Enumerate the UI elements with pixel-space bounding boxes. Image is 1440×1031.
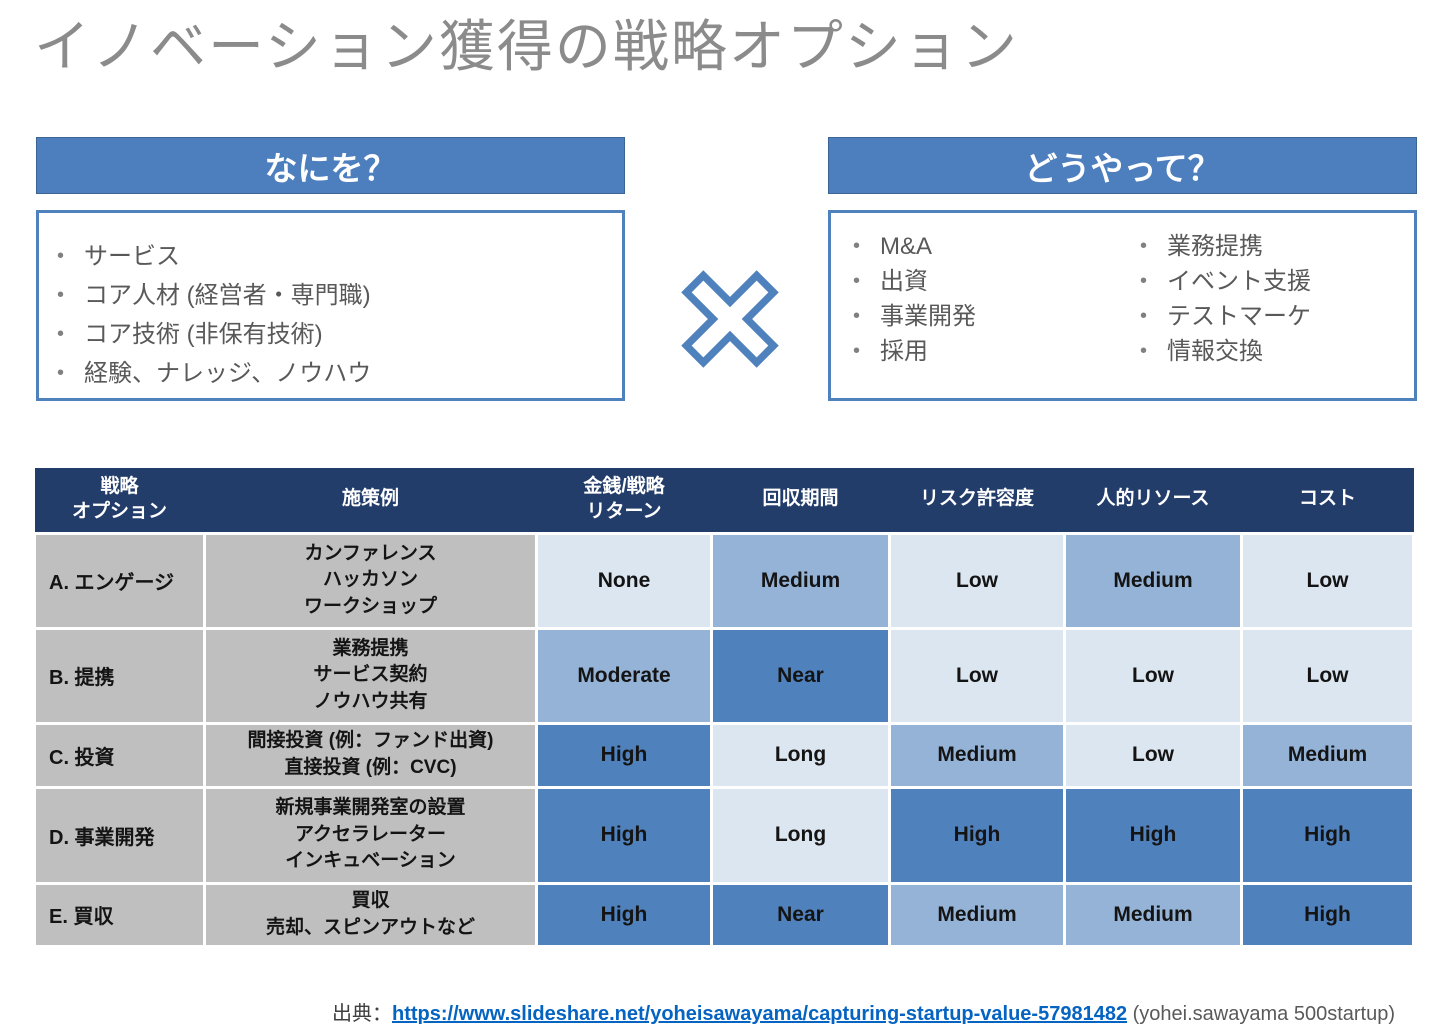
list-item: 経験、ナレッジ、ノウハウ — [57, 354, 612, 393]
option-cell: E. 買収 — [33, 881, 206, 948]
what-box: サービス コア人材 (経営者・専門職) コア技術 (非保有技術) 経験、ナレッジ… — [36, 210, 625, 401]
multiply-icon — [681, 270, 779, 368]
value-cell: Long — [710, 721, 891, 789]
how-list-right: 業務提携 イベント支援 テストマーケ 情報交換 — [1140, 229, 1414, 369]
column-header: 回収期間 — [711, 468, 890, 535]
value-cell: Medium — [888, 721, 1066, 789]
list-item: イベント支援 — [1140, 264, 1414, 299]
source-link[interactable]: https://www.slideshare.net/yoheisawayama… — [392, 1003, 1128, 1025]
table-row: C. 投資 間接投資 (例：ファンド出資) 直接投資 (例：CVC) High … — [33, 721, 1415, 789]
value-cell: Low — [1240, 531, 1415, 630]
value-cell: Low — [1240, 626, 1415, 725]
option-cell: C. 投資 — [33, 721, 206, 789]
source-suffix: (yohei.sawayama 500startup) — [1132, 1003, 1395, 1025]
table-row: D. 事業開発 新規事業開発室の設置 アクセラレーター インキュベーション Hi… — [33, 785, 1415, 885]
list-item: テストマーケ — [1140, 299, 1414, 334]
value-cell: Near — [710, 626, 891, 725]
value-cell: High — [888, 785, 1066, 885]
value-cell: High — [1240, 785, 1415, 885]
value-cell: Low — [888, 626, 1066, 725]
list-item: 採用 — [853, 334, 1140, 369]
value-cell: Low — [888, 531, 1066, 630]
list-item: 業務提携 — [1140, 229, 1414, 264]
table-row: E. 買収 買収 売却、スピンアウトなど High Near Medium Me… — [33, 881, 1415, 948]
what-header-band: なにを？ — [36, 137, 625, 194]
how-box: M&A 出資 事業開発 採用 業務提携 イベント支援 テストマーケ 情報交換 — [828, 210, 1417, 401]
how-list-left: M&A 出資 事業開発 採用 — [853, 229, 1140, 369]
strategy-options-table: 戦略 オプション 施策例 金銭/戦略 リターン 回収期間 リスク許容度 人的リソ… — [33, 468, 1415, 948]
what-header-label: なにを？ — [264, 149, 397, 187]
how-header-label: どうやって？ — [1024, 149, 1221, 187]
table-row: A. エンゲージ カンファレンス ハッカソン ワークショップ None Medi… — [33, 531, 1415, 630]
value-cell: Medium — [1240, 721, 1415, 789]
column-header: コスト — [1241, 468, 1414, 535]
value-cell: High — [535, 881, 713, 948]
value-cell: High — [535, 721, 713, 789]
value-cell: None — [535, 531, 713, 630]
list-item: 事業開発 — [853, 299, 1140, 334]
what-list: サービス コア人材 (経営者・専門職) コア技術 (非保有技術) 経験、ナレッジ… — [39, 213, 622, 393]
column-header: 人的リソース — [1064, 468, 1242, 535]
examples-cell: 買収 売却、スピンアウトなど — [203, 881, 538, 948]
examples-cell: 間接投資 (例：ファンド出資) 直接投資 (例：CVC) — [203, 721, 538, 789]
value-cell: Medium — [1063, 881, 1243, 948]
value-cell: Near — [710, 881, 891, 948]
value-cell: Low — [1063, 721, 1243, 789]
value-cell: High — [1063, 785, 1243, 885]
source-label: 出典： — [332, 1003, 392, 1025]
column-header: 戦略 オプション — [34, 468, 205, 535]
list-item: M&A — [853, 229, 1140, 264]
table-row: B. 提携 業務提携 サービス契約 ノウハウ共有 Moderate Near L… — [33, 626, 1415, 725]
option-cell: A. エンゲージ — [33, 531, 206, 630]
column-header: 金銭/戦略 リターン — [536, 468, 712, 535]
value-cell: Low — [1063, 626, 1243, 725]
examples-cell: カンファレンス ハッカソン ワークショップ — [203, 531, 538, 630]
list-item: コア技術 (非保有技術) — [57, 315, 612, 354]
table-header-row: 戦略 オプション 施策例 金銭/戦略 リターン 回収期間 リスク許容度 人的リソ… — [34, 468, 1414, 535]
value-cell: High — [535, 785, 713, 885]
list-item: 情報交換 — [1140, 334, 1414, 369]
value-cell: Long — [710, 785, 891, 885]
page-title: イノベーション獲得の戦略オプション — [34, 15, 1019, 78]
list-item: 出資 — [853, 264, 1140, 299]
option-cell: B. 提携 — [33, 626, 206, 725]
option-cell: D. 事業開発 — [33, 785, 206, 885]
value-cell: Moderate — [535, 626, 713, 725]
value-cell: Medium — [888, 881, 1066, 948]
value-cell: High — [1240, 881, 1415, 948]
examples-cell: 業務提携 サービス契約 ノウハウ共有 — [203, 626, 538, 725]
list-item: サービス — [57, 237, 612, 276]
list-item: コア人材 (経営者・専門職) — [57, 276, 612, 315]
column-header: リスク許容度 — [889, 468, 1065, 535]
source-citation: 出典：https://www.slideshare.net/yoheisaway… — [332, 997, 1395, 1026]
examples-cell: 新規事業開発室の設置 アクセラレーター インキュベーション — [203, 785, 538, 885]
value-cell: Medium — [1063, 531, 1243, 630]
value-cell: Medium — [710, 531, 891, 630]
how-header-band: どうやって？ — [828, 137, 1417, 194]
column-header: 施策例 — [204, 468, 537, 535]
